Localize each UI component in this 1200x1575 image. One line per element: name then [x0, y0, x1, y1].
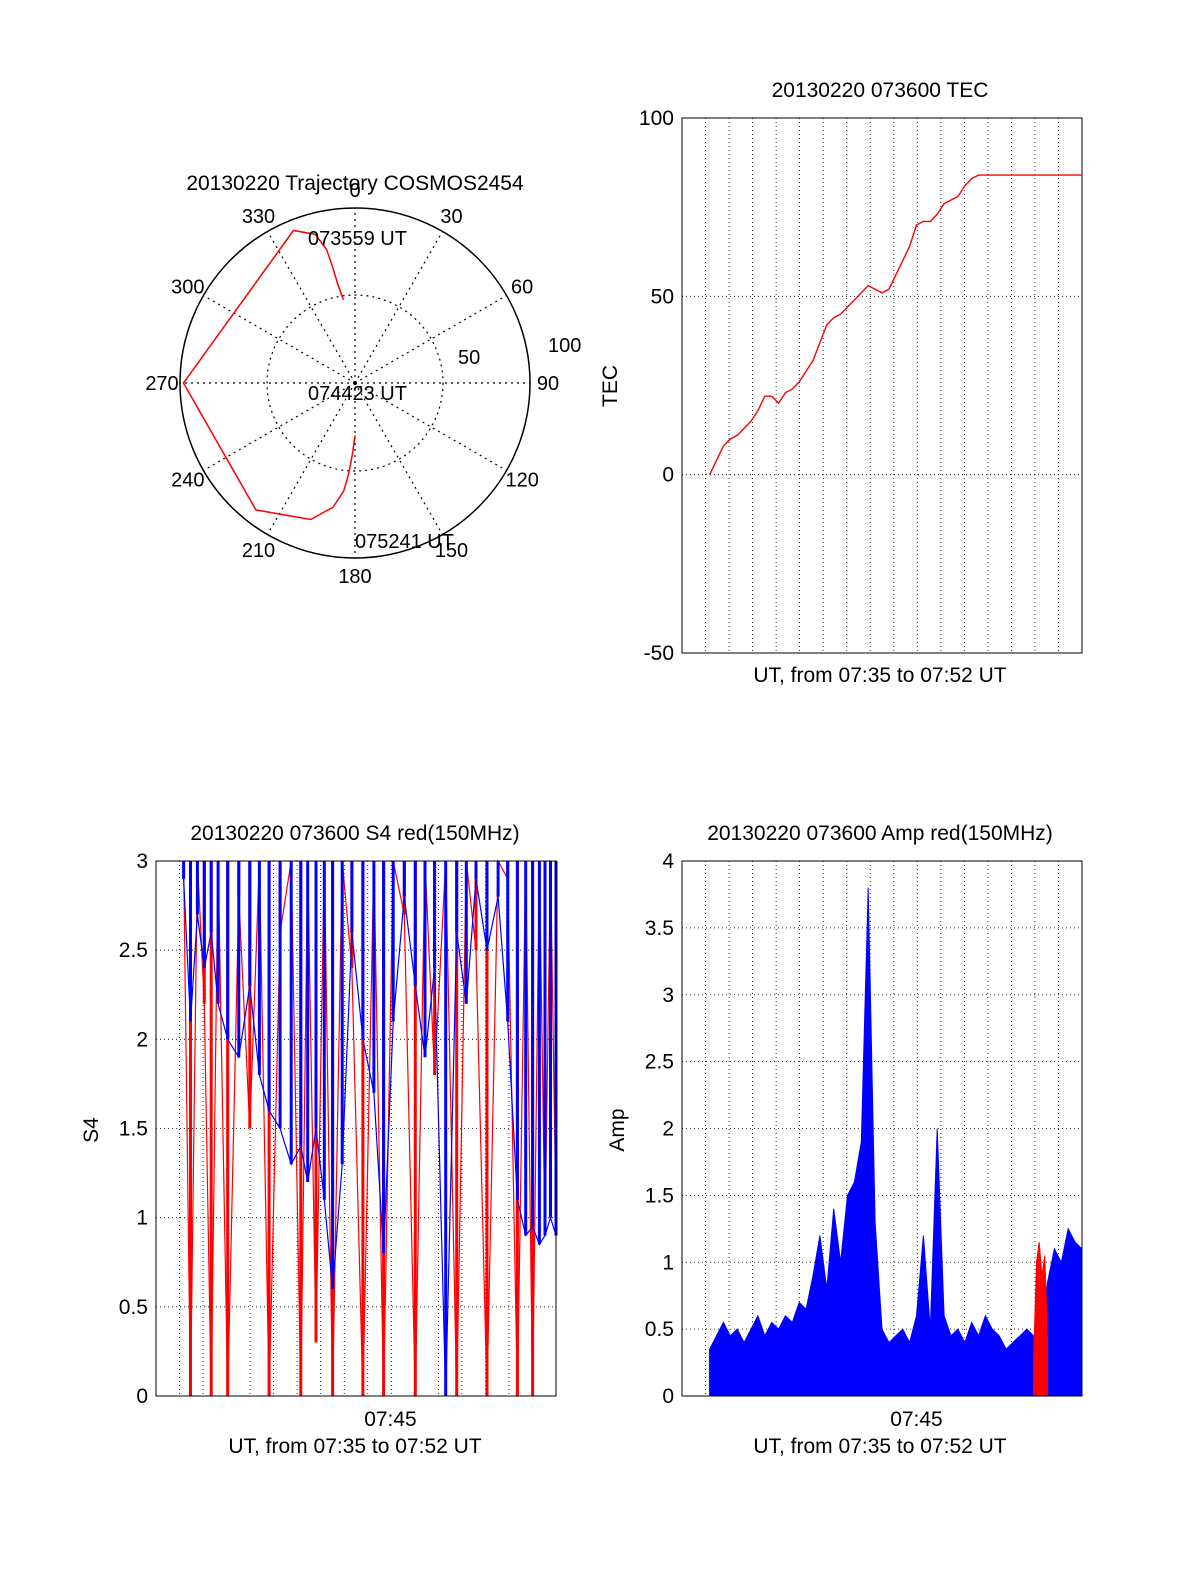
s4-series: [182, 858, 558, 1397]
trajectory-title: 20130220 Trajectory COSMOS2454: [186, 172, 524, 195]
annotation-start: 073559 UT: [308, 228, 407, 250]
x-tick-label: 07:45: [890, 1408, 943, 1431]
azimuth-label: 0: [349, 180, 360, 202]
tec-series: [708, 174, 1082, 476]
y-tick-label: 1.5: [119, 1118, 148, 1141]
radial-label-100: 100: [548, 335, 581, 357]
polar-inner-circle: [266, 294, 444, 472]
polar-spoke: [266, 231, 356, 384]
azimuth-label: 300: [171, 277, 204, 299]
tec-ylabel: TEC: [599, 365, 622, 407]
y-tick-label: 3: [662, 984, 674, 1007]
amp-frame: [681, 860, 1083, 1397]
y-tick-label: 1.5: [645, 1184, 674, 1207]
amp-ylabel: Amp: [606, 1108, 629, 1151]
s4-ylabel: S4: [80, 1117, 103, 1143]
tec-title: 20130220 073600 TEC: [772, 79, 989, 102]
tec-grid: [682, 118, 1082, 653]
trajectory-panel: 20130220 Trajectory COSMOS2454 0 30 60 90 12…: [145, 172, 581, 588]
y-tick-label: 0: [662, 1385, 674, 1408]
azimuth-label: 60: [511, 277, 533, 299]
tec-panel: 20130220 073600 TEC -50 0 50 100 TEC UT, fr…: [599, 79, 1083, 687]
amp-yticks: 0 0.5 1 1.5 2 2.5 3 3.5 4: [645, 850, 675, 1408]
azimuth-label: 270: [145, 373, 178, 395]
y-tick-label: 2: [662, 1118, 674, 1141]
amp-xticks: 07:45: [890, 1408, 943, 1431]
amp-panel: 20130220 073600 Amp red(150MHz) 0 0.5 1 1.5…: [606, 822, 1083, 1458]
azimuth-label: 120: [505, 470, 538, 492]
polar-spoke: [354, 294, 507, 384]
y-tick-label: 3.5: [645, 917, 674, 940]
s4-yticks: 0 0.5 1 1.5 2 2.5 3: [119, 850, 148, 1408]
s4-xticks: 07:45: [364, 1408, 417, 1431]
s4-xlabel: UT, from 07:35 to 07:52 UT: [228, 1435, 481, 1458]
y-tick-label: 100: [639, 107, 674, 130]
y-tick-label: 0.5: [645, 1318, 674, 1341]
y-tick-label: 0: [662, 464, 674, 487]
azimuth-label: 150: [435, 540, 468, 562]
annotation-end: 075241 UT: [355, 531, 454, 553]
tec-frame: [681, 117, 1083, 654]
polar-spoke: [354, 382, 507, 472]
s4-frame: [155, 860, 557, 1397]
azimuth-label: 30: [440, 206, 462, 228]
polar-spoke: [203, 294, 356, 384]
amp-grid: [682, 861, 1082, 1396]
azimuth-label: 90: [537, 373, 559, 395]
azimuth-label: 330: [242, 206, 275, 228]
radial-label-50: 50: [458, 347, 480, 369]
polar-spoke: [266, 382, 356, 535]
amp-title: 20130220 073600 Amp red(150MHz): [707, 822, 1053, 845]
y-tick-label: 3: [136, 850, 148, 873]
polar-grid: [180, 208, 530, 558]
series-line: [183, 878, 557, 1397]
x-tick-label: 07:45: [364, 1408, 417, 1431]
y-tick-label: 2.5: [119, 939, 148, 962]
y-tick-label: 2.5: [645, 1051, 674, 1074]
series-line: [708, 174, 1082, 476]
y-tick-label: 1: [136, 1207, 148, 1230]
azimuth-label: 240: [171, 470, 204, 492]
y-tick-label: 0.5: [119, 1296, 148, 1319]
polar-spoke: [203, 382, 356, 472]
y-tick-label: -50: [644, 642, 674, 665]
s4-title: 20130220 073600 S4 red(150MHz): [190, 822, 519, 845]
azimuth-label: 210: [242, 540, 275, 562]
tec-xlabel: UT, from 07:35 to 07:52 UT: [753, 664, 1006, 687]
polar-outer-circle: [179, 207, 531, 559]
series-line: [183, 858, 557, 1397]
series-area: [709, 887, 1083, 1397]
y-tick-label: 1: [662, 1251, 674, 1274]
annotation-mid: 074423 UT: [308, 383, 407, 405]
azimuth-label: 180: [338, 566, 371, 588]
y-tick-label: 2: [136, 1028, 148, 1051]
y-tick-label: 50: [651, 285, 674, 308]
trajectory-line: [182, 229, 356, 521]
series-area: [1033, 1242, 1048, 1397]
y-tick-label: 4: [662, 850, 674, 873]
azimuth-labels: 0 30 60 90 120 150 180 210 240 270 300 330: [145, 180, 559, 588]
amp-xlabel: UT, from 07:35 to 07:52 UT: [753, 1435, 1006, 1458]
y-tick-label: 0: [136, 1385, 148, 1408]
amp-series: [709, 887, 1083, 1397]
s4-panel: 20130220 073600 S4 red(150MHz) 0 0.5 1 1.5 2…: [80, 822, 558, 1458]
polar-spoke: [354, 231, 444, 384]
tec-yticks: -50 0 50 100: [639, 107, 674, 665]
polar-spoke: [354, 382, 444, 535]
